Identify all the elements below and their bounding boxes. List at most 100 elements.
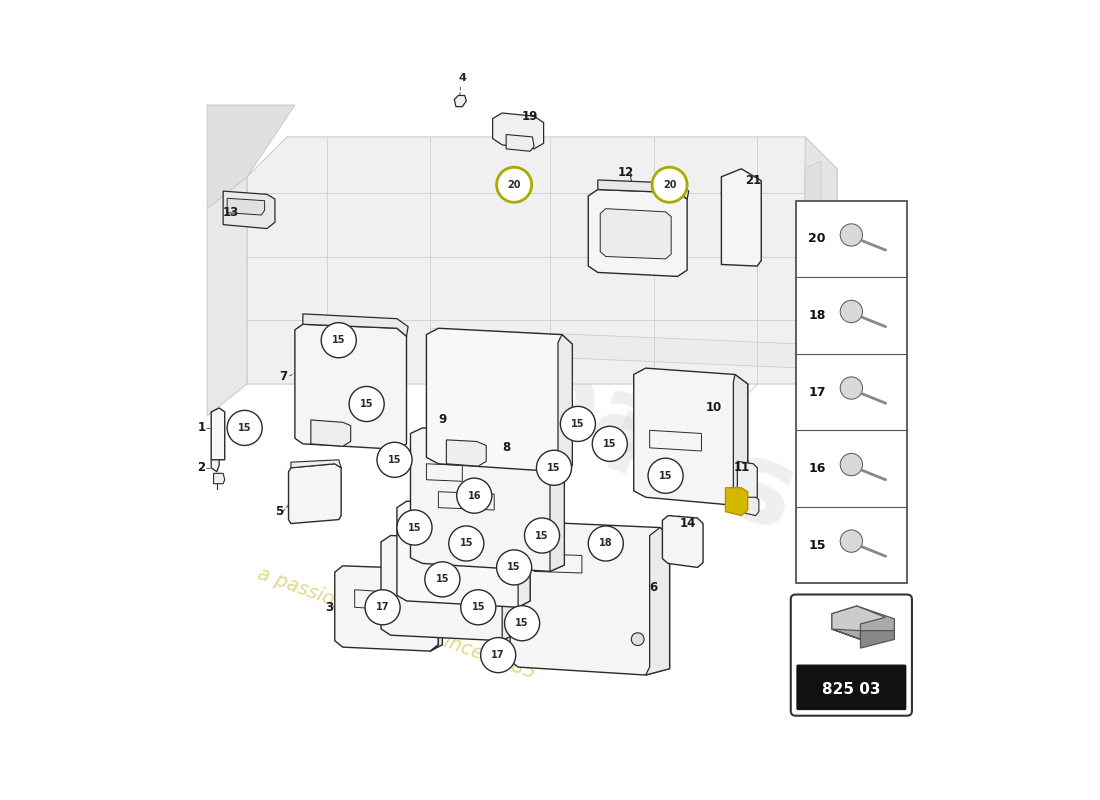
Text: 15: 15	[603, 439, 616, 449]
Polygon shape	[223, 191, 275, 229]
Text: 6: 6	[650, 581, 658, 594]
Polygon shape	[211, 460, 219, 472]
Circle shape	[840, 530, 862, 552]
Circle shape	[560, 406, 595, 442]
Text: 15: 15	[472, 602, 485, 612]
Polygon shape	[503, 539, 514, 641]
Polygon shape	[302, 314, 408, 336]
Circle shape	[461, 590, 496, 625]
Text: 16: 16	[468, 490, 481, 501]
Polygon shape	[410, 428, 564, 571]
Circle shape	[840, 454, 862, 476]
Polygon shape	[397, 502, 530, 607]
Text: 21: 21	[746, 174, 761, 187]
Text: 15: 15	[536, 530, 549, 541]
Polygon shape	[288, 464, 341, 523]
Circle shape	[525, 518, 560, 553]
Text: 15: 15	[808, 538, 826, 551]
Circle shape	[648, 458, 683, 494]
Text: 15: 15	[515, 618, 529, 628]
Text: pa: pa	[503, 339, 684, 493]
Polygon shape	[427, 328, 572, 472]
Polygon shape	[550, 434, 564, 571]
Text: 13: 13	[223, 206, 240, 219]
Circle shape	[377, 442, 412, 478]
Text: 15: 15	[332, 335, 345, 346]
Polygon shape	[211, 408, 224, 460]
Text: 15: 15	[238, 423, 252, 433]
Polygon shape	[601, 209, 671, 259]
Text: 18: 18	[808, 309, 826, 322]
Polygon shape	[207, 177, 248, 416]
Text: 15: 15	[388, 454, 401, 465]
Polygon shape	[634, 368, 748, 506]
Polygon shape	[597, 180, 689, 199]
Circle shape	[505, 606, 540, 641]
Text: 3: 3	[324, 601, 333, 614]
Text: 15: 15	[547, 462, 561, 473]
Text: 19: 19	[521, 110, 538, 123]
Polygon shape	[535, 554, 582, 573]
Circle shape	[588, 526, 624, 561]
Circle shape	[397, 510, 432, 545]
Polygon shape	[290, 460, 341, 468]
Circle shape	[349, 386, 384, 422]
Text: 14: 14	[680, 517, 696, 530]
Polygon shape	[227, 198, 265, 215]
Text: 12: 12	[617, 166, 634, 179]
Polygon shape	[295, 324, 407, 450]
Text: 11: 11	[734, 462, 749, 474]
Polygon shape	[213, 474, 224, 484]
Text: 1: 1	[198, 422, 206, 434]
Text: a passion for parts since 1985: a passion for parts since 1985	[255, 564, 538, 682]
Polygon shape	[354, 590, 378, 609]
Polygon shape	[493, 113, 543, 149]
Polygon shape	[832, 606, 886, 630]
Polygon shape	[430, 328, 805, 368]
Circle shape	[227, 410, 262, 446]
Polygon shape	[746, 498, 759, 515]
Polygon shape	[558, 334, 572, 472]
Polygon shape	[381, 535, 514, 641]
Polygon shape	[646, 527, 670, 675]
Text: 15: 15	[507, 562, 521, 573]
Circle shape	[652, 167, 688, 202]
Text: 15: 15	[460, 538, 473, 549]
Circle shape	[449, 526, 484, 561]
Text: 16: 16	[808, 462, 826, 475]
Text: 20: 20	[507, 180, 521, 190]
Text: 825 03: 825 03	[822, 682, 881, 698]
Polygon shape	[311, 420, 351, 446]
Circle shape	[537, 450, 572, 486]
Text: 17: 17	[376, 602, 389, 612]
Circle shape	[840, 224, 862, 246]
Circle shape	[840, 300, 862, 322]
Circle shape	[456, 478, 492, 514]
Polygon shape	[650, 430, 702, 451]
Polygon shape	[427, 464, 462, 482]
FancyBboxPatch shape	[791, 594, 912, 716]
Polygon shape	[734, 374, 748, 506]
Polygon shape	[588, 190, 688, 277]
Polygon shape	[439, 492, 494, 510]
Polygon shape	[805, 137, 837, 384]
Text: res: res	[590, 388, 811, 556]
Text: 15: 15	[659, 470, 672, 481]
Text: 7: 7	[278, 370, 287, 382]
Polygon shape	[506, 134, 535, 151]
Polygon shape	[832, 606, 894, 639]
FancyBboxPatch shape	[796, 665, 906, 710]
Text: eu: eu	[327, 228, 508, 381]
Polygon shape	[832, 629, 894, 648]
Text: 5: 5	[275, 505, 283, 518]
Circle shape	[496, 167, 531, 202]
Polygon shape	[518, 506, 530, 607]
Text: 4: 4	[459, 73, 466, 82]
Text: 18: 18	[600, 538, 613, 549]
Circle shape	[496, 550, 531, 585]
Circle shape	[481, 638, 516, 673]
Text: 10: 10	[705, 402, 722, 414]
Polygon shape	[454, 95, 466, 106]
Polygon shape	[805, 161, 821, 352]
Text: 17: 17	[808, 386, 826, 398]
